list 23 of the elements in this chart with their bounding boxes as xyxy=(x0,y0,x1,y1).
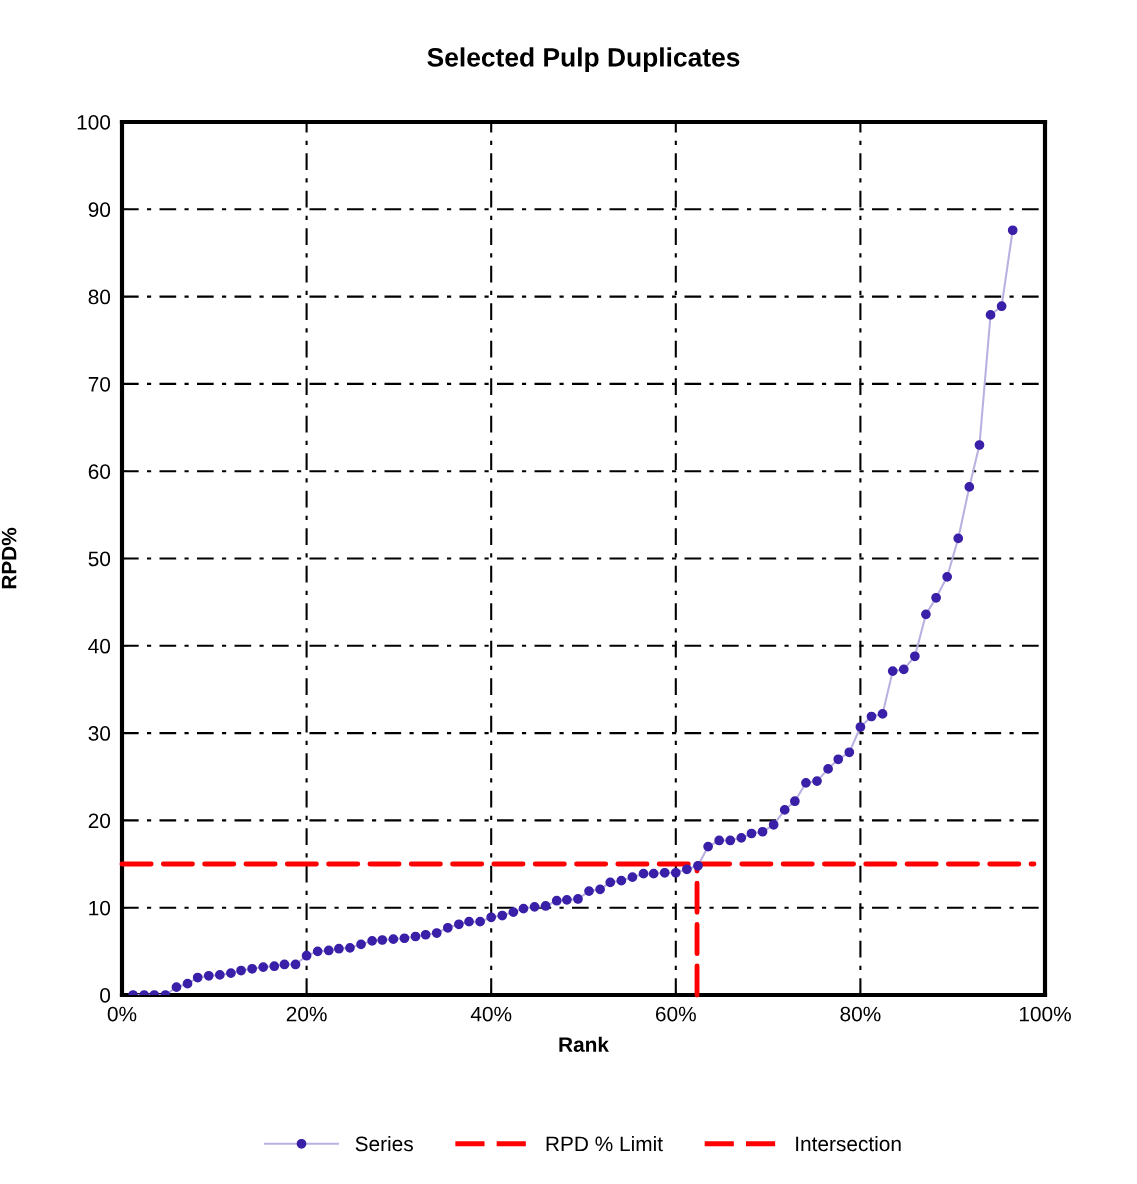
y-tick-label: 0 xyxy=(100,988,111,1003)
x-tick-label: 100% xyxy=(1019,1006,1071,1022)
y-tick-label: 30 xyxy=(88,726,111,741)
y-tick-label: 90 xyxy=(88,202,111,218)
y-tick-label: 20 xyxy=(88,813,111,829)
legend-label: Intersection xyxy=(796,1135,901,1152)
y-tick-label: 50 xyxy=(88,551,111,567)
x-axis-title: Rank xyxy=(559,1036,609,1052)
chart-title: Selected Pulp Duplicates xyxy=(427,47,740,72)
x-tick-label: 40% xyxy=(470,1006,512,1022)
legend-label: Series xyxy=(355,1135,413,1152)
y-tick-label: 70 xyxy=(88,376,111,392)
y-tick-label: 100 xyxy=(77,115,111,130)
x-tick-label: 20% xyxy=(286,1006,327,1022)
x-tick-label: 0% xyxy=(107,1006,137,1022)
y-tick-label: 40 xyxy=(88,638,111,654)
legend-label: RPD % Limit xyxy=(546,1135,663,1152)
x-tick-label: 60% xyxy=(656,1006,696,1022)
x-tick-label: 80% xyxy=(840,1006,881,1022)
y-tick-label: 60 xyxy=(88,464,111,479)
y-tick-label: 80 xyxy=(88,289,111,305)
y-axis-title: RPD% xyxy=(1,527,17,589)
y-tick-label: 10 xyxy=(89,900,111,916)
